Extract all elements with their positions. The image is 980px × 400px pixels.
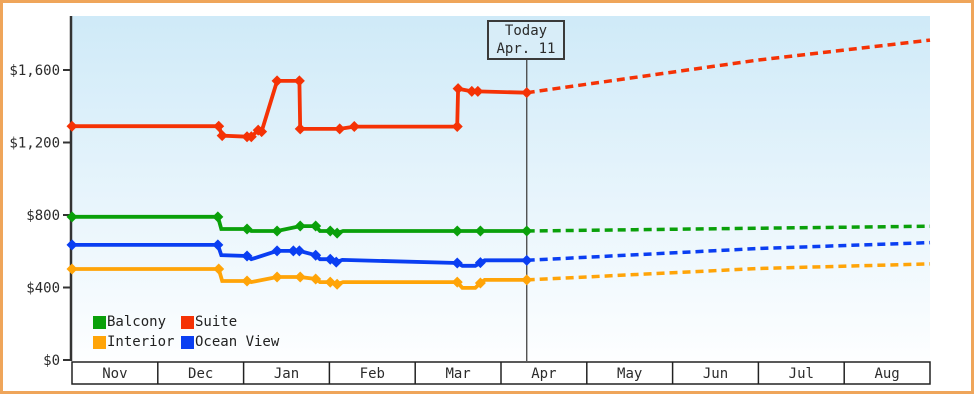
y-axis-tick-label: $1,600 [9, 63, 60, 79]
series-marker-suite [334, 123, 346, 135]
series-marker-ocean-view [293, 245, 305, 257]
series-marker-interior [241, 275, 253, 287]
x-axis-month-label: Apr [531, 366, 556, 382]
today-marker-box: Today Apr. 11 [487, 20, 565, 60]
series-marker-balcony [212, 211, 224, 223]
series-marker-suite [293, 75, 305, 87]
series-marker-suite [348, 121, 360, 133]
series-marker-balcony [331, 227, 343, 239]
series-marker-ocean-view [310, 249, 322, 261]
legend-label-interior: Interior [107, 334, 175, 350]
series-marker-suite [256, 126, 268, 138]
x-axis-month-label: Jun [703, 366, 728, 382]
series-marker-suite [466, 85, 478, 97]
series-marker-suite [452, 83, 464, 95]
x-axis-month-label: Dec [188, 366, 213, 382]
series-marker-suite [472, 85, 484, 97]
series-marker-ocean-view [330, 256, 342, 268]
series-marker-balcony [294, 220, 306, 232]
series-marker-interior [451, 276, 463, 288]
y-axis-tick-label: $400 [26, 281, 60, 297]
series-marker-balcony [271, 225, 283, 237]
series-marker-suite [271, 75, 283, 87]
series-marker-ocean-view [474, 257, 486, 269]
series-marker-interior [271, 271, 283, 283]
series-marker-interior [310, 273, 322, 285]
series-marker-balcony [66, 211, 78, 223]
series-forecast-line-balcony [526, 224, 931, 233]
series-marker-suite [213, 120, 225, 132]
series-marker-ocean-view [212, 239, 224, 251]
series-marker-interior [474, 277, 486, 289]
series-marker-suite [521, 87, 533, 99]
series-marker-balcony [451, 225, 463, 237]
series-marker-ocean-view [271, 245, 283, 257]
series-marker-interior [66, 263, 78, 275]
y-axis-tick-label: $0 [43, 353, 60, 369]
suite-color-swatch-icon [181, 315, 194, 329]
series-marker-suite [294, 123, 306, 135]
x-axis-month-label: Nov [102, 366, 127, 382]
series-marker-suite [245, 131, 257, 143]
series-marker-interior [331, 278, 343, 290]
ocean-view-color-swatch-icon [181, 335, 194, 349]
x-axis-month-label: Mar [445, 366, 470, 382]
legend-item-balcony: Balcony [93, 314, 181, 330]
legend-item-interior: Interior [93, 334, 181, 350]
series-marker-interior [521, 274, 533, 286]
series-marker-ocean-view [287, 245, 299, 257]
legend-label-balcony: Balcony [107, 314, 167, 330]
legend-row: Balcony Suite [93, 312, 269, 332]
x-axis-month-label: Jan [274, 366, 299, 382]
series-marker-ocean-view [521, 254, 533, 266]
series-marker-interior [213, 263, 225, 275]
series-marker-suite [451, 121, 463, 133]
legend-item-suite: Suite [181, 314, 269, 330]
legend-item-ocean-view: Ocean View [181, 334, 279, 350]
x-axis-month-label: Aug [874, 366, 899, 382]
series-marker-ocean-view [241, 250, 253, 262]
series-marker-balcony [521, 225, 533, 237]
chart-legend: Balcony Suite Interior Ocean View [93, 312, 279, 352]
series-marker-ocean-view [66, 239, 78, 251]
balcony-color-swatch-icon [93, 315, 106, 329]
x-axis-month-label: Feb [360, 366, 385, 382]
y-axis-tick-label: $1,200 [9, 136, 60, 152]
x-axis-month-label: May [617, 366, 642, 382]
series-marker-suite [216, 130, 228, 142]
y-axis-tick-label: $800 [26, 208, 60, 224]
series-marker-ocean-view [451, 257, 463, 269]
x-axis-month-label: Jul [789, 366, 814, 382]
series-marker-balcony [474, 225, 486, 237]
legend-label-ocean-view: Ocean View [195, 334, 280, 350]
legend-label-suite: Suite [195, 314, 238, 330]
series-marker-suite [66, 120, 78, 132]
chart-plot-area [72, 16, 930, 360]
today-marker-date: Apr. 11 [496, 41, 556, 57]
interior-color-swatch-icon [93, 335, 106, 349]
series-marker-interior [294, 271, 306, 283]
series-marker-balcony [310, 220, 322, 232]
today-marker-title: Today [504, 23, 548, 39]
series-marker-balcony [241, 223, 253, 235]
legend-row: Interior Ocean View [93, 332, 279, 352]
